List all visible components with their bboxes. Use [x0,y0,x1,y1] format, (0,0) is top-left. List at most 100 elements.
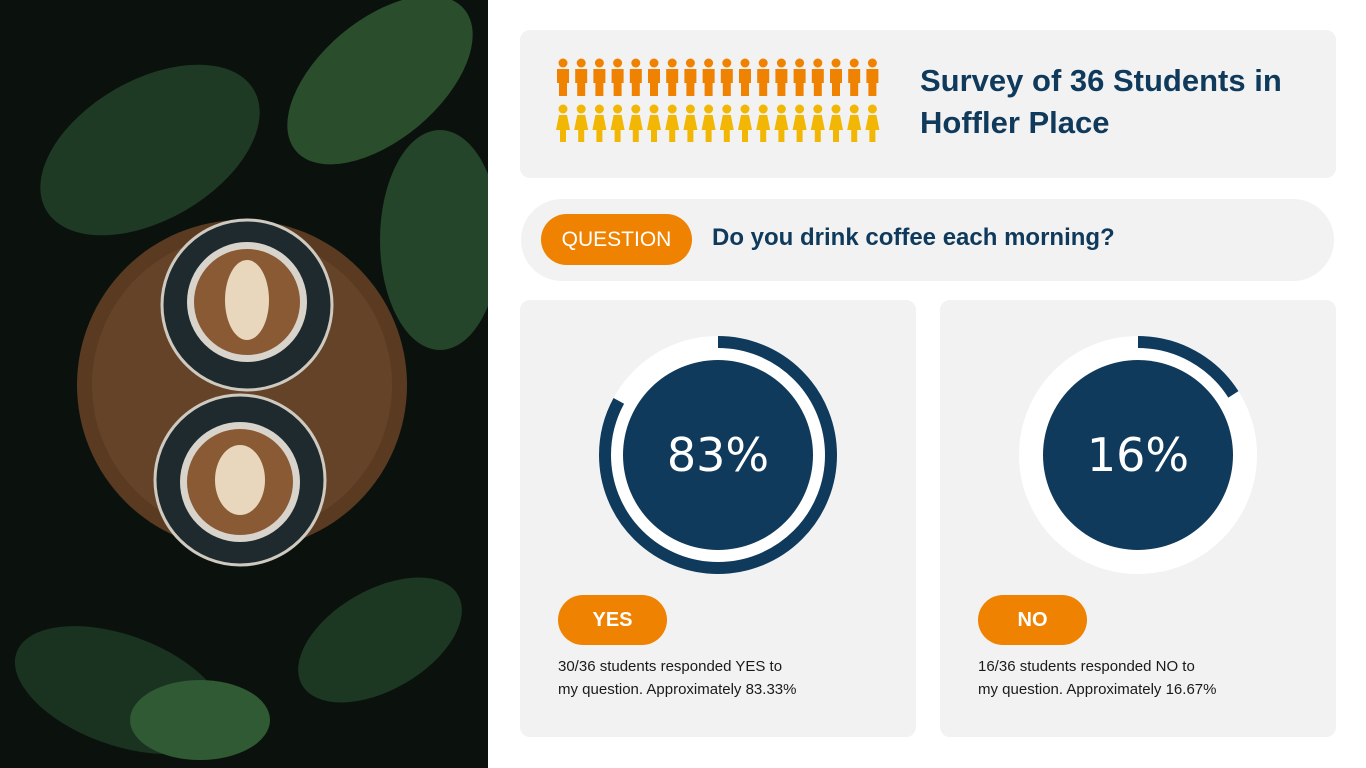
person-head [558,58,568,68]
person-body [574,115,589,142]
person-icon [556,104,570,142]
person-head [776,104,786,114]
person-head [558,104,568,114]
person-head [813,104,823,114]
question-label: QUESTION [541,214,692,265]
person-head [867,58,877,68]
person-head [722,104,732,114]
person-icon [793,58,806,96]
person-icon [847,104,862,142]
person-head [631,104,641,114]
person-head [740,104,750,114]
person-body [556,115,570,142]
person-body [866,69,879,96]
person-icon [684,58,697,96]
coffee-photo [0,0,488,768]
person-body [774,115,789,142]
person-head [576,58,586,68]
person-icon [865,104,880,142]
person-body [575,69,588,96]
person-icon [792,104,807,142]
donut: 16% [1019,336,1257,574]
person-body [628,115,643,142]
people-icons [556,58,880,142]
person-icon [611,58,624,96]
person-body [666,69,679,96]
person-icon [866,58,879,96]
person-body [756,115,771,142]
person-icon [592,104,607,142]
person-icon [557,58,569,96]
person-head [795,104,805,114]
person-icon [738,104,752,142]
person-body [648,69,660,96]
person-icon [574,104,589,142]
person-head [867,104,877,114]
title: Survey of 36 Students in Hoffler Place [920,63,1282,140]
person-head [849,104,859,114]
description: 16/36 students responded NO to [978,658,1195,675]
person-body [610,115,625,142]
answer-label: YES [558,595,667,645]
person-body [665,115,680,142]
person-body [557,69,569,96]
person-body [739,69,751,96]
person-icon [665,104,680,142]
person-body [720,69,733,96]
person-icon [757,58,770,96]
person-body [647,115,661,142]
person-icon [610,104,625,142]
person-body [592,115,607,142]
person-head [849,58,859,68]
percent-label: 83% [667,428,769,482]
person-head [776,58,786,68]
question-text: Do you drink coffee each morning? [712,224,1115,251]
person-body [683,115,698,142]
person-body [738,115,752,142]
person-head [613,104,623,114]
person-icon [702,58,715,96]
person-body [611,69,624,96]
donut-center [623,360,813,550]
person-body [719,115,734,142]
person-icon [811,58,824,96]
person-icon [829,104,843,142]
donut-arc [1019,336,1257,574]
percent-label: 16% [1087,428,1189,482]
person-body [830,69,842,96]
person-icon [810,104,825,142]
person-body [792,115,807,142]
person-head [795,58,805,68]
person-head [685,58,695,68]
donut-arc [599,336,837,574]
person-head [649,58,659,68]
person-body [810,115,825,142]
person-head [722,58,732,68]
person-icon [774,104,789,142]
person-body [865,115,880,142]
person-head [613,58,623,68]
description: 30/36 students responded YES to [558,658,783,675]
person-icon [775,58,788,96]
answer-label: NO [978,595,1087,645]
person-body [775,69,788,96]
person-icon [666,58,679,96]
person-body [702,69,715,96]
person-body [684,69,697,96]
person-body [811,69,824,96]
person-icon [739,58,751,96]
person-body [593,69,606,96]
person-head [831,58,841,68]
person-head [594,58,604,68]
person-icon [720,58,733,96]
person-head [649,104,659,114]
person-head [704,58,714,68]
person-icon [701,104,716,142]
person-head [831,104,841,114]
person-icon [719,104,734,142]
person-body [848,69,861,96]
person-body [793,69,806,96]
person-head [740,58,750,68]
person-icon [683,104,698,142]
